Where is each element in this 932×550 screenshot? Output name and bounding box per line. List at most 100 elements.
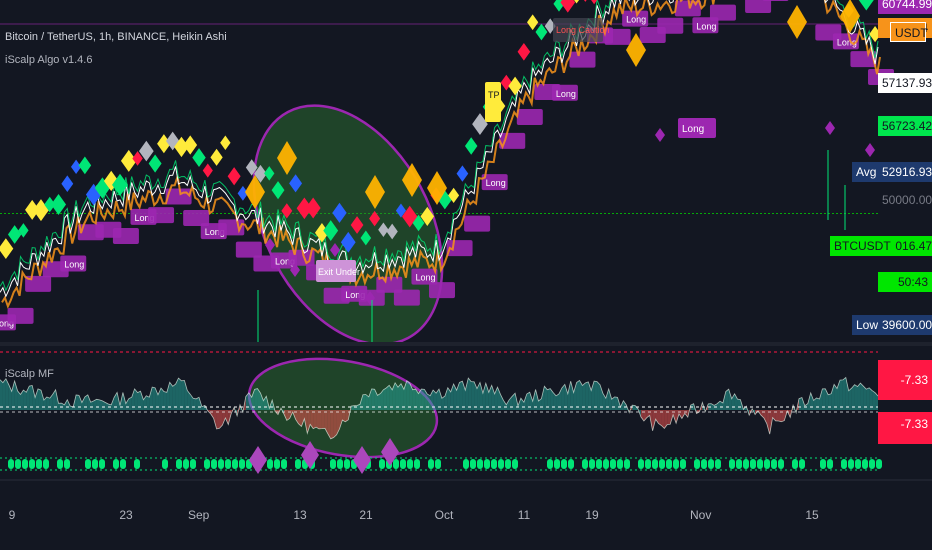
signal-diamond [456,165,469,182]
oscillator-marker [498,459,504,469]
long-label [148,207,175,224]
signal-diamond [210,148,223,166]
oscillator-marker [435,459,441,469]
oscillator-area [500,394,504,410]
oscillator-area [14,381,18,410]
price-label-low: 39600.00 [878,315,932,335]
long-label [516,109,543,126]
currency-label[interactable]: USDT [890,22,928,42]
signal-diamond [464,137,478,155]
oscillator-area [172,384,176,410]
oscillator-area [254,388,258,410]
oscillator-area [163,391,167,410]
oscillator-area [8,384,12,410]
oscillator-area [38,388,41,410]
time-tick-label: 13 [293,508,307,522]
large-signal-diamond [787,5,807,39]
signal-diamond [350,216,364,234]
oscillator-marker [176,459,182,469]
long-label [393,289,420,306]
oscillator-area [834,384,838,410]
signal-diamond [323,220,339,242]
oscillator-marker [673,459,679,469]
oscillator-marker [799,459,805,469]
signal-diamond [314,223,329,243]
signal-diamond [378,222,389,238]
oscillator-area [465,378,469,410]
oscillator-marker [463,459,469,469]
oscillator-marker [610,459,616,469]
oscillator-area [512,393,516,410]
oscillator-area [553,392,557,410]
oscillator-area [365,394,369,410]
large-signal-diamond [840,0,860,33]
oscillator-area [105,402,109,410]
oscillator-area [526,392,530,410]
oscillator-marker [764,459,770,469]
oscillator-area [368,388,372,410]
oscillator-area [380,389,384,410]
oscillator-area [248,392,252,410]
oscillator-area [333,410,337,438]
long-label [850,51,877,68]
oscillator-area [342,410,346,422]
oscillator-area [319,410,322,429]
moving-average-line [1,0,881,309]
oscillator-marker [22,459,28,469]
long-label [674,0,701,17]
oscillator-area [134,388,138,410]
oscillator-marker [659,459,665,469]
oscillator-area [424,389,428,410]
long-label-text-big: Long [682,124,704,135]
signal-diamond [254,164,267,183]
oscillator-area [468,378,472,410]
oscillator-area [336,410,340,435]
signal-diamond [25,199,40,220]
long-label [7,307,34,324]
oscillator-marker [869,459,875,469]
price-label-green: 56723.42 [878,116,932,136]
price-label-top: 60744.99 [878,0,932,14]
oscillator-area [196,397,200,410]
oscillator-label-1: -7.33 [878,360,932,400]
oscillator-area [64,399,68,410]
oscillator-area [245,392,249,410]
oscillator-area [459,381,463,410]
oscillator-marker [281,459,287,469]
oscillator-area [26,386,30,410]
oscillator-area [573,382,577,410]
long-label-text: Long [0,318,14,328]
signal-diamond [0,238,14,260]
oscillator-area [599,384,603,410]
oscillator-area [35,388,39,410]
oscillator-area [339,410,343,429]
long-caution-text: Long Caution [556,25,610,35]
oscillator-area [386,385,390,410]
time-tick-label: 15 [805,508,819,522]
signal-diamond [61,175,74,193]
oscillator-area [658,410,662,426]
oscillator-marker [862,459,868,469]
oscillator-area [664,410,668,429]
oscillator-area [576,380,580,410]
oscillator-area [860,383,864,410]
oscillator-marker [617,459,623,469]
oscillator-area [667,410,671,425]
oscillator-marker [379,459,385,469]
oscillator-area [58,403,62,410]
long-label [657,17,684,34]
signal-diamond [227,167,241,186]
oscillator-area [187,390,191,410]
oscillator-marker [15,459,21,469]
pane-separator[interactable] [0,342,932,346]
oscillator-marker [596,459,602,469]
oscillator-area [523,394,527,410]
signal-diamond [220,135,231,151]
symbol-title: Bitcoin / TetherUS, 1h, BINANCE, Heikin … [5,31,227,43]
time-tick-label: 11 [517,508,531,522]
oscillator-purple-diamond [249,446,267,474]
oscillator-marker [57,459,63,469]
oscillator-area [541,386,545,410]
oscillator-marker [218,459,224,469]
